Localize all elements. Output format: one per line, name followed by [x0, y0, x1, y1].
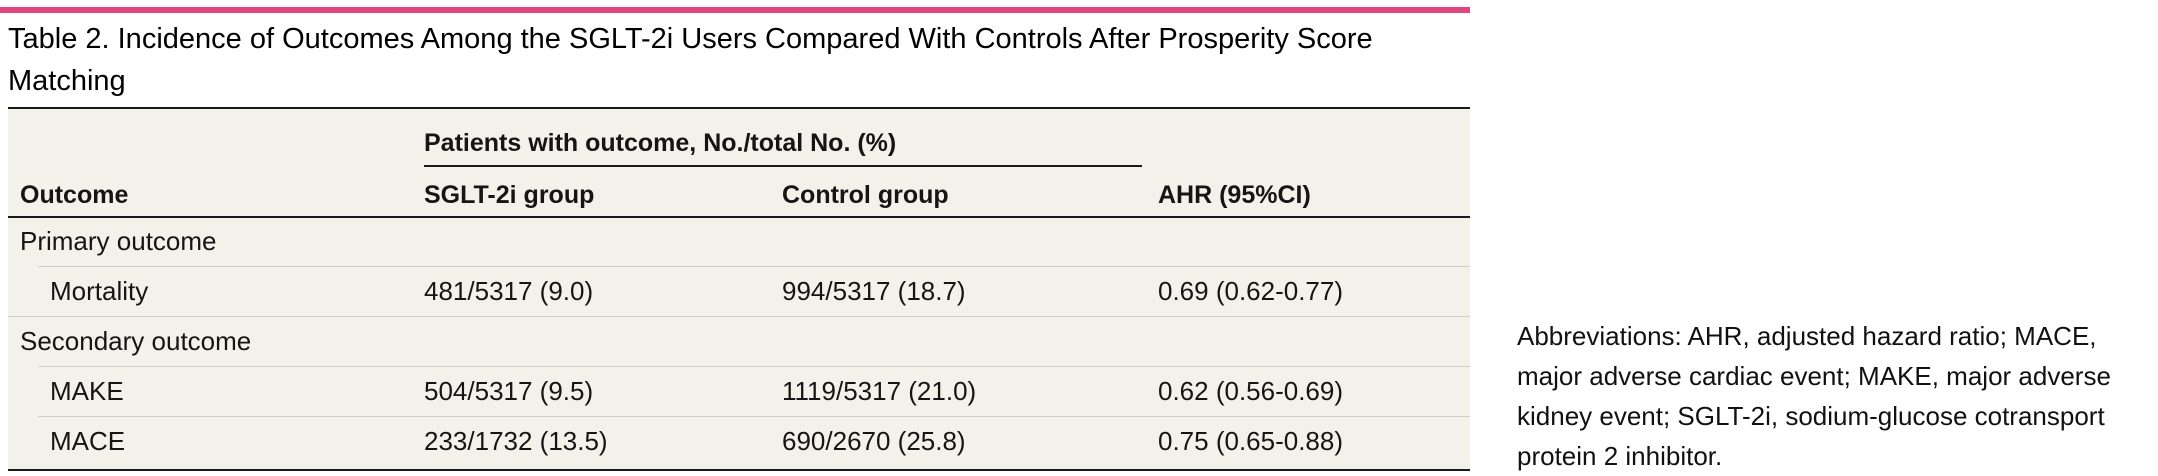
row-divider: [38, 266, 1470, 267]
table-cell-control: 1119/5317 (21.0): [782, 376, 977, 406]
table-row-label: MAKE: [50, 376, 124, 406]
span-header-rule: [424, 165, 1142, 167]
column-header-control: Control group: [782, 181, 949, 209]
span-header-label: Patients with outcome, No./total No. (%): [424, 129, 897, 157]
table-cell-ahr: 0.62 (0.56-0.69): [1158, 376, 1344, 406]
column-header-sglt: SGLT-2i group: [424, 181, 595, 209]
table-row-label: Mortality: [50, 276, 149, 306]
row-divider: [38, 416, 1470, 417]
table-cell-ahr: 0.75 (0.65-0.88): [1158, 426, 1344, 456]
table-cell-sglt: 481/5317 (9.0): [424, 276, 594, 306]
column-header-outcome: Outcome: [20, 181, 129, 209]
table-row-label: Primary outcome: [20, 226, 217, 256]
header-bottom-rule: [8, 216, 1470, 218]
table-cell-ahr: 0.69 (0.62-0.77): [1158, 276, 1344, 306]
table-cell-sglt: 233/1732 (13.5): [424, 426, 608, 456]
row-divider: [38, 366, 1470, 367]
row-divider: [8, 316, 1470, 317]
table-row-label: MACE: [50, 426, 126, 456]
outcomes-table: Patients with outcome, No./total No. (%)…: [8, 107, 1470, 471]
table-cell-control: 994/5317 (18.7): [782, 276, 966, 306]
table-title: Table 2. Incidence of Outcomes Among the…: [8, 23, 1373, 97]
table-cell-control: 690/2670 (25.8): [782, 426, 966, 456]
table-row-label: Secondary outcome: [20, 326, 252, 356]
table-cell-sglt: 504/5317 (9.5): [424, 376, 594, 406]
abbreviations-footnote: Abbreviations: AHR, adjusted hazard rati…: [1517, 321, 2111, 471]
column-header-ahr: AHR (95%CI): [1158, 181, 1311, 209]
top-accent-rule: [0, 7, 1470, 13]
